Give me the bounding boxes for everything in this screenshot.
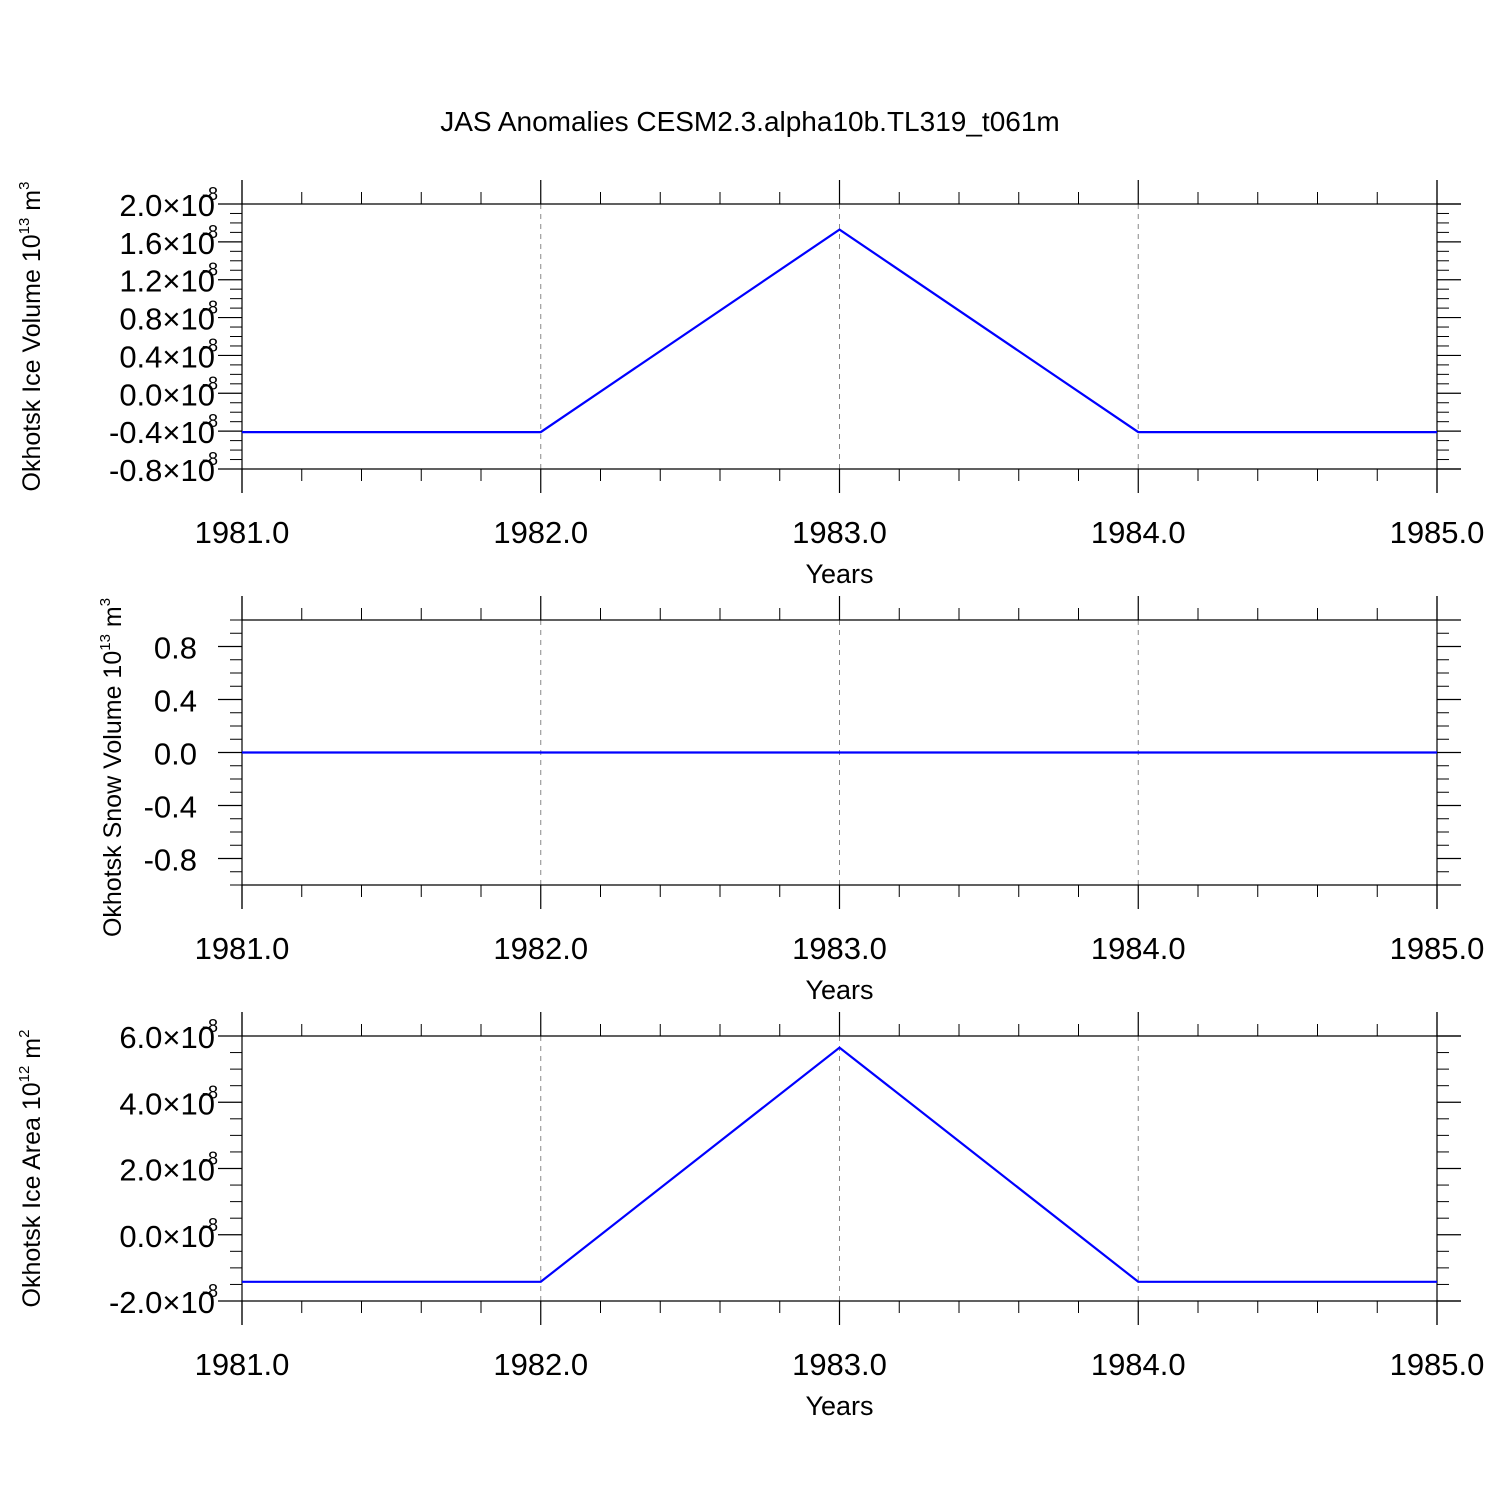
x-tick-label: 1984.0 <box>1091 931 1186 966</box>
y-tick-label: -0.4×10 <box>109 415 215 450</box>
y-axis-label: Okhotsk Snow Volume 1013 m3 <box>97 598 127 937</box>
x-tick-label: 1983.0 <box>792 515 887 550</box>
y-tick-label: 4.0×10 <box>119 1086 215 1121</box>
y-tick-label: 0.0×10 <box>119 1219 215 1254</box>
y-tick-label: 0.0 <box>154 737 197 772</box>
y-tick-label: 0.8 <box>154 631 197 666</box>
y-axis-label-unit: m <box>18 190 46 218</box>
y-axis-label-exponent: 12 <box>16 1066 33 1083</box>
x-axis-label: Years <box>805 975 873 1005</box>
y-tick-label: -2.0×10 <box>109 1285 215 1320</box>
x-tick-label: 1984.0 <box>1091 1347 1186 1382</box>
y-axis-label-exponent: 13 <box>97 634 114 651</box>
y-tick-label: 2.0×10 <box>119 1153 215 1188</box>
y-tick-exponent: -8 <box>202 1281 218 1301</box>
y-tick-exponent: -8 <box>202 449 218 469</box>
chart-panels: 1981.0 1982.0 1983.0 1984.0 1985.02.0×10-81.… <box>16 180 1484 1421</box>
y-axis-label-unit: m <box>18 1038 46 1066</box>
y-axis-label-unit: m <box>99 606 127 634</box>
y-tick-exponent: -8 <box>202 373 218 393</box>
y-tick-exponent: -8 <box>202 184 218 204</box>
y-tick-exponent: -8 <box>202 298 218 318</box>
y-axis-label-text: Okhotsk Ice Volume 10 <box>18 234 46 491</box>
y-tick-exponent: -8 <box>202 222 218 242</box>
x-tick-label: 1985.0 <box>1390 515 1485 550</box>
x-tick-label: 1981.0 <box>195 1347 290 1382</box>
chart-panel-3: 1981.0 1982.0 1983.0 1984.0 1985.06.0×10-84.… <box>16 1012 1484 1421</box>
y-axis-label-text: Okhotsk Ice Area 10 <box>18 1082 46 1307</box>
y-tick-label: 0.0×10 <box>119 377 215 412</box>
chart-title: JAS Anomalies CESM2.3.alpha10b.TL319_t06… <box>440 106 1060 137</box>
y-tick-exponent: -8 <box>202 335 218 355</box>
y-axis-label: Okhotsk Ice Volume 1013 m3 <box>16 182 46 492</box>
y-tick-label: 0.4×10 <box>119 339 215 374</box>
y-axis-label-unit-exponent: 3 <box>16 182 33 190</box>
x-axis-label: Years <box>805 559 873 589</box>
x-tick-label: 1983.0 <box>792 931 887 966</box>
y-axis-label-unit-exponent: 3 <box>97 598 114 606</box>
y-axis-label-unit-exponent: 2 <box>16 1030 33 1038</box>
x-tick-label: 1984.0 <box>1091 515 1186 550</box>
x-tick-label: 1981.0 <box>195 931 290 966</box>
y-tick-exponent: -8 <box>202 260 218 280</box>
y-tick-exponent: -8 <box>202 1149 218 1169</box>
chart-panel-1: 1981.0 1982.0 1983.0 1984.0 1985.02.0×10-81.… <box>16 180 1484 589</box>
x-axis-label: Years <box>805 1391 873 1421</box>
y-axis-label-text: Okhotsk Snow Volume 10 <box>99 651 127 937</box>
y-axis-label-exponent: 13 <box>16 218 33 235</box>
chart-panel-2: 1981.0 1982.0 1983.0 1984.0 1985.0 0.8 0.4 0.0 -… <box>97 596 1484 1005</box>
y-tick-label: 6.0×10 <box>119 1020 215 1055</box>
y-tick-exponent: -8 <box>202 1215 218 1235</box>
x-tick-label: 1982.0 <box>493 515 588 550</box>
x-tick-label: 1983.0 <box>792 1347 887 1382</box>
series-line <box>242 228 1437 434</box>
y-tick-exponent: -8 <box>202 411 218 431</box>
y-tick-label: 1.2×10 <box>119 264 215 299</box>
x-tick-label: 1981.0 <box>195 515 290 550</box>
y-tick-label: -0.8×10 <box>109 453 215 488</box>
x-tick-label: 1982.0 <box>493 931 588 966</box>
x-tick-label: 1985.0 <box>1390 1347 1485 1382</box>
y-tick-label: 1.6×10 <box>119 226 215 261</box>
y-tick-exponent: -8 <box>202 1016 218 1036</box>
y-tick-label: -0.4 <box>144 790 197 825</box>
x-tick-label: 1985.0 <box>1390 931 1485 966</box>
y-tick-label: -0.8 <box>144 843 197 878</box>
y-tick-label: 0.8×10 <box>119 302 215 337</box>
y-tick-label: 0.4 <box>154 684 197 719</box>
x-tick-label: 1982.0 <box>493 1347 588 1382</box>
y-tick-exponent: -8 <box>202 1082 218 1102</box>
y-axis-label: Okhotsk Ice Area 1012 m2 <box>16 1030 46 1308</box>
y-tick-label: 2.0×10 <box>119 188 215 223</box>
